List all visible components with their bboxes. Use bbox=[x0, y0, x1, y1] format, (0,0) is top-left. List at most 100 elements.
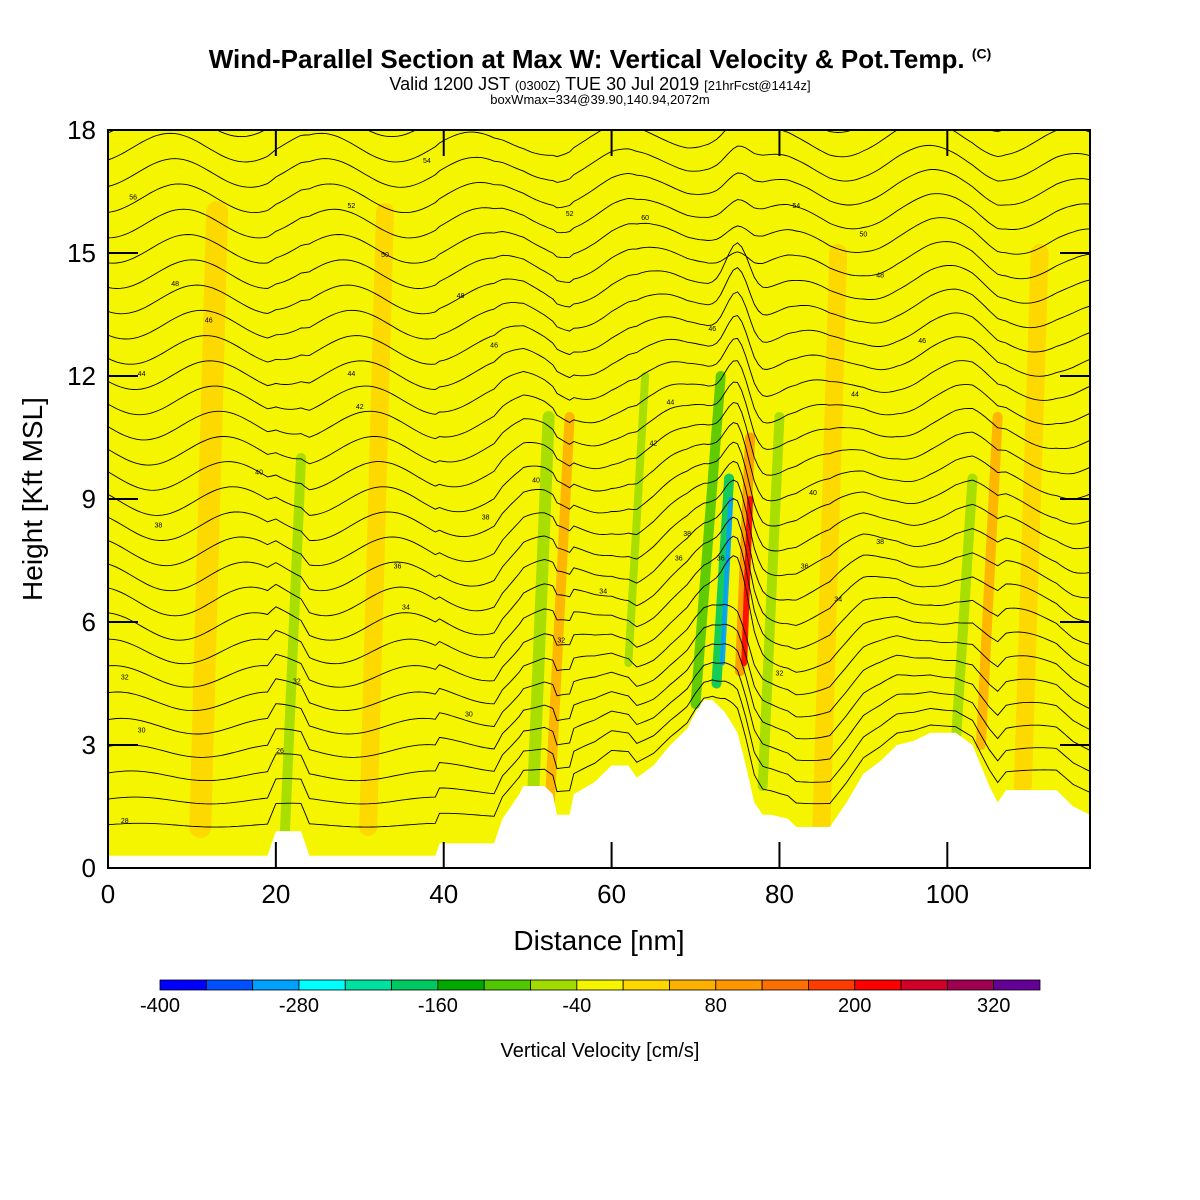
x-tick-label: 100 bbox=[926, 879, 969, 909]
colorbar-swatch bbox=[159, 979, 207, 991]
colorbar-swatch bbox=[900, 979, 948, 991]
y-tick-label: 0 bbox=[82, 853, 96, 883]
isentrope-line bbox=[108, 441, 1090, 541]
colorbar-swatch bbox=[298, 979, 346, 991]
isentrope-label: 46 bbox=[918, 338, 926, 345]
isentrope-label: 38 bbox=[683, 531, 691, 538]
isentrope-label: 44 bbox=[851, 392, 859, 399]
isentrope-label: 40 bbox=[809, 490, 817, 497]
velocity-band bbox=[1013, 244, 1049, 795]
colorbar-swatch bbox=[761, 979, 809, 991]
isentrope-label: 38 bbox=[876, 539, 884, 546]
colorbar-tick-label: -400 bbox=[140, 995, 180, 1017]
y-tick-label: 3 bbox=[82, 730, 96, 760]
isentrope-label: 50 bbox=[381, 252, 389, 259]
isentrope-label: 44 bbox=[138, 371, 146, 378]
isentrope-label: 36 bbox=[717, 556, 725, 563]
velocity-band bbox=[975, 412, 1003, 750]
x-tick-label: 40 bbox=[429, 879, 458, 909]
velocity-field bbox=[108, 130, 1090, 868]
isentrope-line bbox=[108, 217, 1090, 264]
colorbar-swatch bbox=[344, 979, 392, 991]
valid-time: Valid 1200 JST bbox=[389, 74, 510, 94]
isentrope-label: 56 bbox=[129, 195, 137, 202]
isentrope-line bbox=[108, 535, 1090, 665]
isentrope-label: 36 bbox=[675, 556, 683, 563]
velocity-band bbox=[812, 244, 848, 836]
isentrope-label: 54 bbox=[423, 158, 431, 165]
isentrope-label: 38 bbox=[154, 523, 162, 530]
colorbar-swatch bbox=[252, 979, 300, 991]
colorbar-swatch bbox=[530, 979, 578, 991]
colorbar-swatch bbox=[854, 979, 902, 991]
colorbar-tick-label: 80 bbox=[705, 995, 727, 1017]
x-tick-label: 60 bbox=[597, 879, 626, 909]
isentrope-label: 34 bbox=[402, 605, 410, 612]
chart-subtitle: Valid 1200 JST (0300Z) TUE 30 Jul 2019 [… bbox=[0, 74, 1200, 95]
isentrope-label: 32 bbox=[121, 674, 129, 681]
isentrope-line bbox=[108, 479, 1090, 592]
isentrope-label: 44 bbox=[348, 371, 356, 378]
terrain-mask bbox=[108, 699, 1090, 868]
isentrope-line bbox=[108, 603, 1090, 712]
valid-utc: (0300Z) bbox=[514, 78, 561, 93]
isentrope-line bbox=[108, 144, 1090, 188]
colorbar-swatch bbox=[205, 979, 254, 991]
isentrope-label: 36 bbox=[801, 564, 809, 571]
velocity-band bbox=[719, 496, 734, 666]
chart-title-text: Wind-Parallel Section at Max W: Vertical… bbox=[208, 44, 965, 74]
x-tick-label: 20 bbox=[261, 879, 290, 909]
isentrope-line bbox=[108, 695, 1090, 828]
isentrope-label: 52 bbox=[566, 211, 574, 218]
isentrope-line bbox=[108, 643, 1090, 758]
isentrope-line bbox=[108, 360, 1090, 441]
isentrope-line bbox=[108, 679, 1090, 805]
y-tick-label: 15 bbox=[67, 238, 96, 268]
isentrope-line bbox=[108, 402, 1090, 491]
velocity-band bbox=[624, 372, 650, 667]
isentrope-label: 46 bbox=[708, 326, 716, 333]
velocity-band bbox=[950, 473, 978, 750]
velocity-band bbox=[690, 371, 726, 709]
isentrope-label: 42 bbox=[356, 404, 364, 411]
isentrope-label: 34 bbox=[834, 597, 842, 604]
isentrope-line bbox=[108, 314, 1090, 390]
isentrope-contours bbox=[108, 130, 1090, 828]
isentrope-label: 44 bbox=[666, 400, 674, 407]
isentrope-line bbox=[108, 130, 1090, 163]
isentrope-line bbox=[108, 460, 1090, 567]
boxwmax-text: boxWmax=334@39.90,140.94,2072m bbox=[490, 92, 710, 107]
velocity-band bbox=[711, 473, 735, 689]
isentrope-label: 40 bbox=[255, 469, 263, 476]
isentrope-label: 54 bbox=[792, 203, 800, 210]
isentrope-line bbox=[108, 381, 1090, 466]
isentrope-label: 30 bbox=[465, 711, 473, 718]
colorbar-title: Vertical Velocity [cm/s] bbox=[501, 1040, 700, 1062]
isentrope-line bbox=[108, 267, 1090, 340]
y-tick-label: 12 bbox=[67, 361, 96, 391]
isentrope-line bbox=[108, 623, 1090, 735]
isentrope-line bbox=[108, 193, 1090, 239]
isentrope-label: 36 bbox=[394, 564, 402, 571]
velocity-band bbox=[359, 203, 394, 836]
colorbar-swatch bbox=[391, 979, 439, 991]
isentrope-label: 60 bbox=[641, 215, 649, 222]
isentrope-line bbox=[108, 337, 1090, 416]
x-tick-label: 0 bbox=[101, 879, 115, 909]
colorbar-tick-label: 200 bbox=[838, 995, 871, 1017]
colorbar-swatch bbox=[993, 979, 1041, 991]
colorbar-tick-label: -40 bbox=[562, 995, 591, 1017]
colorbar: -400 -280 -160 -40 80 200 320 bbox=[140, 979, 1041, 1017]
isentrope-label: 42 bbox=[650, 441, 658, 448]
forecast-info: [21hrFcst@1414z] bbox=[704, 78, 811, 93]
chart-title: Wind-Parallel Section at Max W: Vertical… bbox=[0, 44, 1200, 75]
y-tick-label: 9 bbox=[82, 484, 96, 514]
isentrope-label: 48 bbox=[876, 273, 884, 280]
colorbar-swatch bbox=[483, 979, 531, 991]
copyright-mark: (C) bbox=[971, 45, 992, 62]
isentrope-label: 50 bbox=[859, 232, 867, 239]
isentrope-label: 30 bbox=[138, 728, 146, 735]
colorbar-swatch bbox=[576, 979, 624, 991]
velocity-band bbox=[189, 201, 229, 838]
